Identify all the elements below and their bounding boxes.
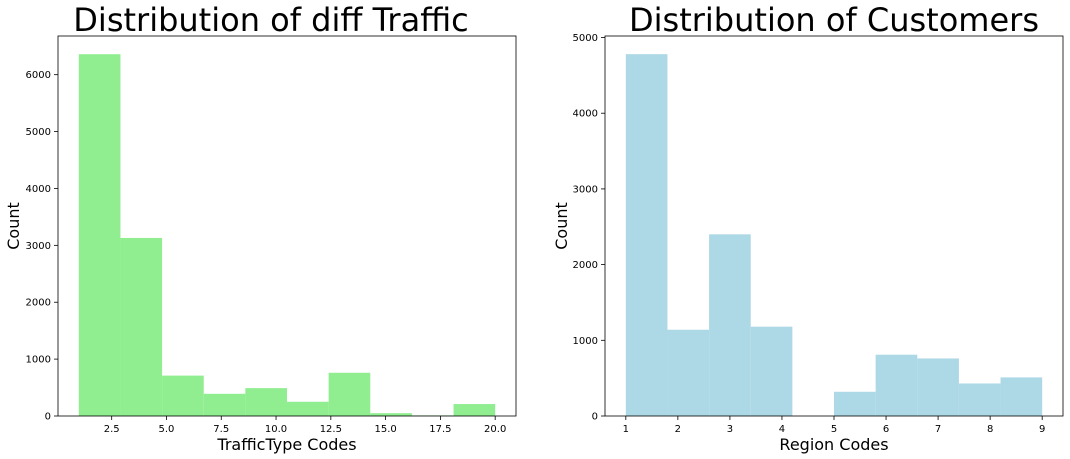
histogram-bar bbox=[120, 237, 163, 416]
histogram-bar bbox=[750, 326, 793, 416]
plot-frame bbox=[604, 35, 1064, 417]
histogram-bar bbox=[203, 393, 246, 416]
y-tick-label: 2000 bbox=[573, 260, 598, 271]
x-tick-label: 9 bbox=[1039, 424, 1045, 435]
traffic-histogram: Distribution of diff Traffic TrafficType… bbox=[4, 1, 517, 454]
x-axis-label: TrafficType Codes bbox=[216, 435, 356, 454]
x-tick-label: 15.0 bbox=[374, 424, 396, 435]
x-tick-label: 10.0 bbox=[265, 424, 287, 435]
y-tick-label: 1000 bbox=[573, 336, 598, 347]
histogram-bar bbox=[328, 372, 371, 416]
y-tick-label: 4000 bbox=[573, 109, 598, 120]
ticks: 2.5 5.0 7.5 10.0 12.5 15.0 17.5 20.0 0 1000 2000 30… bbox=[26, 70, 507, 435]
histogram-bar bbox=[917, 358, 959, 416]
histogram-bar bbox=[625, 54, 668, 417]
x-tick-label: 17.5 bbox=[429, 424, 451, 435]
x-tick-label: 6 bbox=[883, 424, 889, 435]
histogram-bar bbox=[162, 375, 204, 416]
x-tick-label: 2.5 bbox=[104, 424, 120, 435]
customers-histogram: Distribution of Customers Region Codes C… bbox=[552, 1, 1064, 454]
plot-frame bbox=[57, 35, 517, 417]
y-axis-label: Count bbox=[552, 202, 571, 250]
histogram-bar bbox=[370, 413, 412, 416]
y-tick-label: 5000 bbox=[26, 127, 51, 138]
x-axis-label: Region Codes bbox=[779, 435, 888, 454]
chart-title: Distribution of Customers bbox=[629, 1, 1039, 39]
y-tick-label: 3000 bbox=[26, 241, 51, 252]
x-tick-label: 12.5 bbox=[320, 424, 342, 435]
x-tick-label: 5.0 bbox=[159, 424, 175, 435]
histogram-bar bbox=[834, 391, 876, 416]
x-tick-label: 1 bbox=[623, 424, 629, 435]
x-tick-label: 8 bbox=[987, 424, 993, 435]
histogram-bar bbox=[287, 401, 329, 416]
y-tick-label: 1000 bbox=[26, 355, 51, 366]
histogram-bar bbox=[709, 234, 751, 416]
x-tick-label: 3 bbox=[727, 424, 733, 435]
y-axis-label: Count bbox=[4, 202, 23, 250]
bars bbox=[625, 54, 1043, 417]
x-tick-label: 20.0 bbox=[484, 424, 506, 435]
y-tick-label: 2000 bbox=[26, 298, 51, 309]
x-tick-label: 5 bbox=[831, 424, 837, 435]
x-tick-label: 2 bbox=[675, 424, 681, 435]
chart-title: Distribution of diff Traffic bbox=[73, 1, 468, 39]
ticks: 1 2 3 4 5 6 7 8 9 0 1000 2000 3000 4000 5000 bbox=[573, 33, 1046, 435]
histogram-bar bbox=[78, 54, 121, 416]
y-tick-label: 3000 bbox=[573, 184, 598, 195]
y-tick-label: 0 bbox=[592, 412, 598, 423]
y-tick-label: 4000 bbox=[26, 184, 51, 195]
histogram-bar bbox=[875, 354, 918, 416]
x-tick-label: 7.5 bbox=[213, 424, 229, 435]
y-tick-label: 0 bbox=[45, 412, 51, 423]
histogram-bar bbox=[958, 383, 1001, 416]
histogram-bar bbox=[667, 329, 710, 416]
histogram-bar bbox=[245, 388, 287, 416]
bars bbox=[78, 54, 496, 416]
histogram-bar bbox=[453, 404, 496, 416]
x-tick-label: 7 bbox=[935, 424, 941, 435]
y-tick-label: 5000 bbox=[573, 33, 598, 44]
y-tick-label: 6000 bbox=[26, 70, 51, 81]
histogram-bar bbox=[1000, 377, 1043, 416]
x-tick-label: 4 bbox=[779, 424, 785, 435]
